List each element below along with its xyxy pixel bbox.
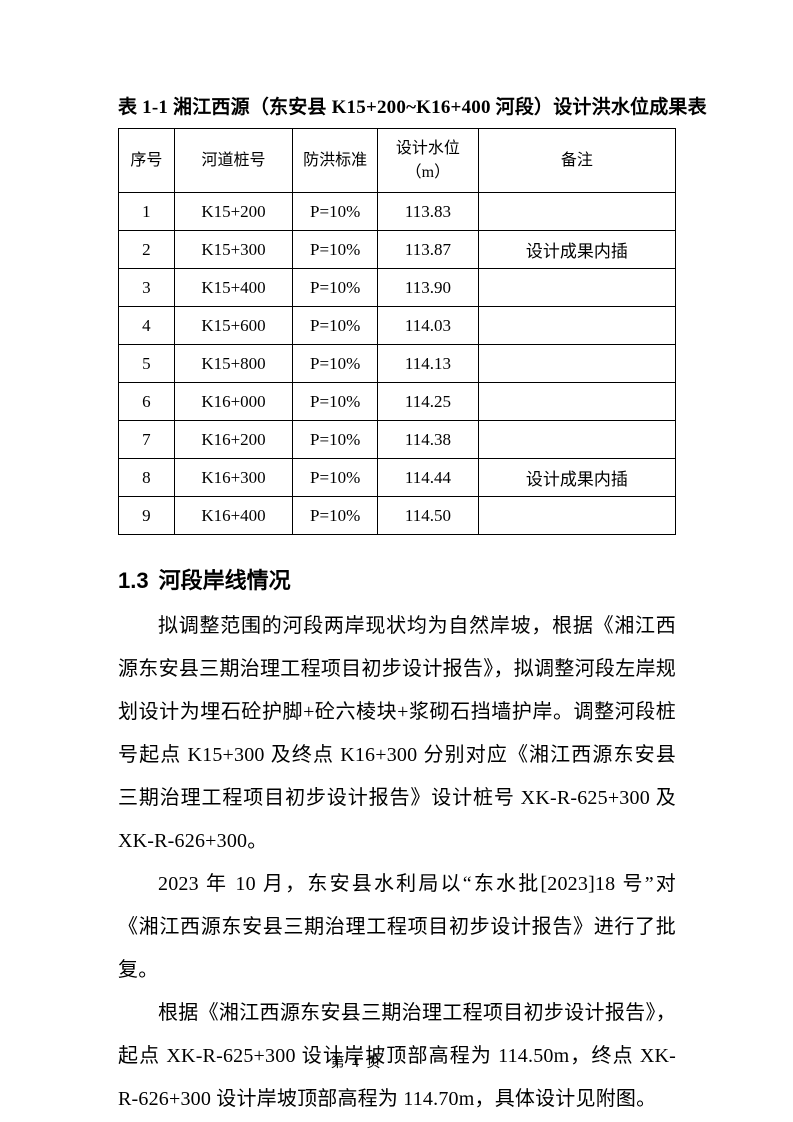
section-title: 河段岸线情况 [158,568,291,593]
paragraph: 拟调整范围的河段两岸现状均为自然岸坡，根据《湘江西源东安县三期治理工程项目初步设… [118,615,676,852]
cell-level: 114.25 [376,382,479,421]
cell-standard: P=10% [292,306,378,345]
table-row: 5 K15+800 P=10% 114.13 [118,344,677,383]
table-row: 2 K15+300 P=10% 113.87 设计成果内插 [118,230,677,269]
cell-standard: P=10% [292,496,378,535]
cell-level: 114.38 [376,420,479,459]
section-heading: 1.3 河段岸线情况 [118,566,676,596]
column-header-station: 河道桩号 [173,128,294,193]
cell-level: 114.13 [376,344,479,383]
page-content: 表 1-1 湘江西源（东安县 K15+200~K16+400 河段）设计洪水位成… [118,0,707,1121]
cell-station: K16+400 [173,496,294,535]
cell-note [477,192,677,231]
cell-level: 113.83 [376,192,479,231]
cell-level: 114.03 [376,306,479,345]
column-header-standard: 防洪标准 [292,128,378,193]
table-row: 3 K15+400 P=10% 113.90 [118,268,677,307]
cell-no: 8 [118,458,175,497]
cell-note: 设计成果内插 [477,458,677,497]
cell-note [477,496,677,535]
table-row: 4 K15+600 P=10% 114.03 [118,306,677,345]
cell-level: 114.50 [376,496,479,535]
cell-standard: P=10% [292,192,378,231]
column-header-note: 备注 [477,128,677,193]
section-body: 拟调整范围的河段两岸现状均为自然岸坡，根据《湘江西源东安县三期治理工程项目初步设… [118,605,676,1121]
cell-note [477,268,677,307]
cell-level: 114.44 [376,458,479,497]
cell-station: K15+400 [173,268,294,307]
cell-note [477,382,677,421]
table-header-row: 序号 河道桩号 防洪标准 设计水位 （m） 备注 [118,128,677,193]
table-row: 8 K16+300 P=10% 114.44 设计成果内插 [118,458,677,497]
column-header-level: 设计水位 （m） [376,128,479,193]
cell-level: 113.90 [376,268,479,307]
cell-station: K15+800 [173,344,294,383]
page-number: 第 4 页 [330,1056,383,1071]
cell-note [477,420,677,459]
paragraph: 2023 年 10 月，东安县水利局以“东水批[2023]18 号”对《湘江西源… [118,873,676,981]
cell-standard: P=10% [292,458,378,497]
cell-station: K15+300 [173,230,294,269]
cell-no: 3 [118,268,175,307]
cell-level: 113.87 [376,230,479,269]
cell-station: K16+000 [173,382,294,421]
paragraph: 根据《湘江西源东安县三期治理工程项目初步设计报告》，起点 XK-R-625+30… [118,1002,676,1110]
cell-no: 5 [118,344,175,383]
table-row: 9 K16+400 P=10% 114.50 [118,496,677,535]
column-header-no: 序号 [118,128,175,193]
cell-station: K16+300 [173,458,294,497]
cell-standard: P=10% [292,268,378,307]
cell-no: 2 [118,230,175,269]
section-number: 1.3 [118,568,149,593]
cell-standard: P=10% [292,382,378,421]
table-row: 1 K15+200 P=10% 113.83 [118,192,677,231]
cell-standard: P=10% [292,344,378,383]
cell-note: 设计成果内插 [477,230,677,269]
cell-standard: P=10% [292,420,378,459]
cell-note [477,344,677,383]
cell-no: 6 [118,382,175,421]
cell-no: 4 [118,306,175,345]
flood-level-table: 序号 河道桩号 防洪标准 设计水位 （m） 备注 1 K15+200 P=10%… [118,128,677,535]
cell-no: 7 [118,420,175,459]
cell-station: K16+200 [173,420,294,459]
cell-standard: P=10% [292,230,378,269]
cell-no: 9 [118,496,175,535]
cell-no: 1 [118,192,175,231]
cell-station: K15+600 [173,306,294,345]
table-row: 6 K16+000 P=10% 114.25 [118,382,677,421]
cell-station: K15+200 [173,192,294,231]
table-caption: 表 1-1 湘江西源（东安县 K15+200~K16+400 河段）设计洪水位成… [118,97,707,118]
table-row: 7 K16+200 P=10% 114.38 [118,420,677,459]
cell-note [477,306,677,345]
